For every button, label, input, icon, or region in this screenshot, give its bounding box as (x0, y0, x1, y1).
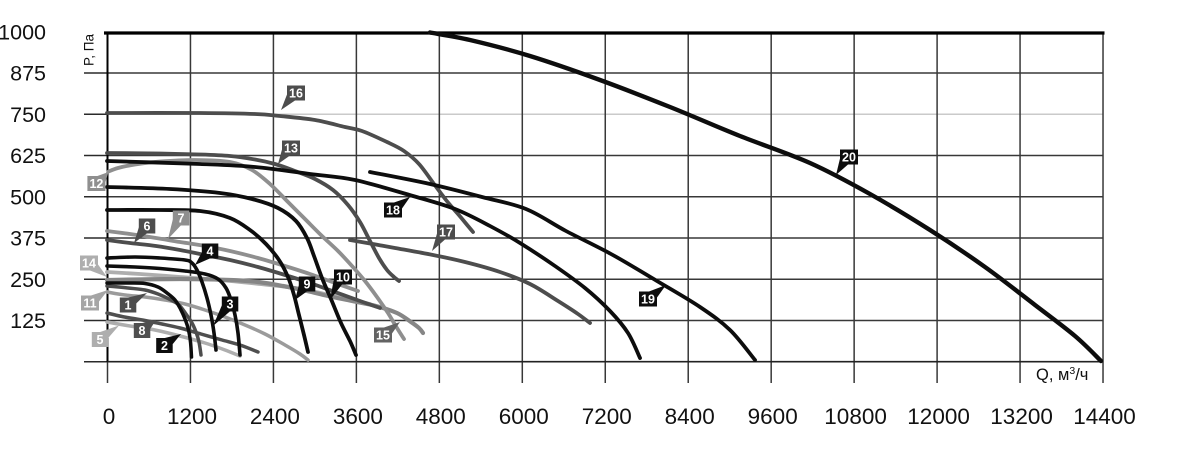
svg-text:7200: 7200 (582, 404, 632, 429)
svg-text:Q, м3/ч: Q, м3/ч (1036, 365, 1088, 384)
svg-text:5: 5 (97, 333, 104, 347)
svg-text:10800: 10800 (824, 404, 887, 429)
svg-text:750: 750 (10, 103, 46, 127)
svg-text:6: 6 (144, 220, 151, 234)
svg-text:18: 18 (386, 204, 400, 218)
svg-text:625: 625 (10, 144, 46, 168)
svg-text:20: 20 (842, 151, 856, 165)
svg-text:500: 500 (10, 185, 46, 209)
svg-text:3: 3 (227, 298, 234, 312)
svg-text:250: 250 (10, 268, 46, 292)
svg-text:16: 16 (289, 87, 303, 101)
svg-text:4: 4 (207, 245, 214, 259)
svg-text:875: 875 (10, 62, 46, 86)
svg-text:12: 12 (89, 177, 103, 191)
svg-text:1000: 1000 (0, 20, 46, 44)
svg-text:9: 9 (304, 278, 311, 292)
svg-text:0: 0 (103, 404, 116, 429)
svg-text:8400: 8400 (665, 404, 715, 429)
svg-text:2400: 2400 (250, 404, 300, 429)
svg-text:13200: 13200 (990, 404, 1053, 429)
svg-text:10: 10 (336, 271, 350, 285)
svg-text:4800: 4800 (416, 404, 466, 429)
svg-text:8: 8 (139, 324, 146, 338)
svg-text:12000: 12000 (907, 404, 970, 429)
svg-text:14400: 14400 (1073, 404, 1136, 429)
svg-text:1200: 1200 (167, 404, 217, 429)
svg-text:375: 375 (10, 227, 46, 251)
svg-text:11: 11 (83, 297, 96, 311)
svg-text:1: 1 (125, 299, 132, 313)
svg-text:3600: 3600 (333, 404, 383, 429)
svg-text:2: 2 (161, 339, 168, 353)
svg-text:19: 19 (641, 293, 655, 307)
svg-text:P, Па: P, Па (82, 34, 97, 66)
svg-text:13: 13 (284, 142, 298, 156)
svg-text:125: 125 (10, 309, 46, 333)
svg-text:17: 17 (439, 226, 453, 240)
svg-text:15: 15 (376, 329, 390, 343)
svg-text:6000: 6000 (499, 404, 549, 429)
svg-text:14: 14 (82, 257, 96, 271)
svg-text:7: 7 (178, 212, 185, 226)
svg-text:9600: 9600 (748, 404, 798, 429)
